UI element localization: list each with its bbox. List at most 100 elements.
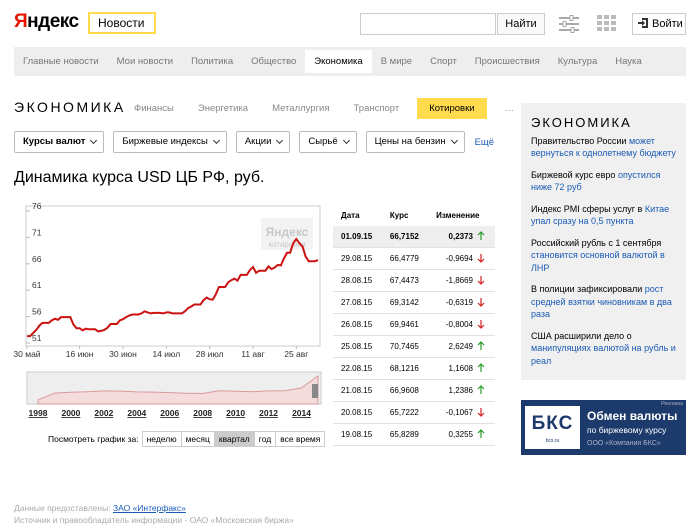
arrow (477, 253, 485, 263)
table-row: 26.08.15 69,9461 -0,8004 (333, 313, 495, 336)
nav-item[interactable]: Спорт (430, 56, 457, 67)
ad-company: ООО «Компания БКС» (587, 440, 661, 447)
table-row: 19.08.15 65,8289 0,3255 (333, 423, 495, 446)
section-tab[interactable]: Энергетика (197, 103, 249, 114)
trend-arrow (477, 230, 485, 240)
more-link[interactable]: Ещё (474, 136, 495, 148)
news-text: Индекс PMI сферы услуг в (531, 203, 643, 214)
table-cell: 29.08.15 (333, 247, 382, 270)
table-cell: -0,8004 (428, 313, 477, 336)
sidebar: ЭКОНОМИКА Правительство России может верн… (521, 103, 686, 380)
settings-icon[interactable] (558, 14, 580, 34)
table-row: 27.08.15 69,3142 -0,6319 (333, 291, 495, 314)
arrow (477, 275, 485, 285)
x-tick-label: 11 авг (241, 349, 265, 359)
section-tab[interactable]: Котировки (417, 98, 487, 119)
arrow (477, 407, 485, 417)
table-cell: 70,7465 (381, 335, 429, 358)
service-tab[interactable]: Новости (88, 12, 156, 34)
navigator-area (37, 375, 319, 405)
x-tick-label: 25 авг (284, 349, 308, 359)
table-cell: 19.08.15 (333, 423, 382, 446)
filter-dropdown[interactable]: Цены на бензин (365, 131, 465, 153)
news-link[interactable]: манипуляциях валютой на рубль и реал (531, 343, 676, 366)
footer-link[interactable]: ЗАО «Интерфакс» (112, 503, 186, 513)
table-cell: -1,8669 (428, 269, 477, 292)
navigator-label: 2002 (94, 408, 113, 418)
table-cell: 0,2373 (428, 226, 477, 248)
trend-arrow (477, 319, 485, 329)
ad-banner[interactable]: БКС bcs.ru Реклама Обмен валюты по бирже… (521, 400, 686, 455)
ad-title: Обмен валюты (587, 409, 678, 423)
login-label: Войти (652, 18, 683, 30)
nav-item[interactable]: Культура (557, 56, 598, 67)
news-item: Правительство России может вернуться к о… (531, 135, 678, 160)
trend-cell (477, 379, 495, 402)
section-tab[interactable]: … (504, 103, 515, 114)
nav-item[interactable]: Экономика (305, 50, 372, 73)
table-cell: 1,1608 (428, 357, 477, 380)
trend-arrow (477, 428, 485, 438)
section-tab[interactable]: Транспорт (353, 103, 400, 114)
news-link[interactable]: рост средней взятки чиновникам в два раз… (531, 284, 672, 319)
section-tab[interactable]: Финансы (134, 103, 174, 114)
news-link[interactable]: может вернуться к однолетнему бюджету (531, 135, 676, 159)
arrow (477, 230, 485, 240)
news-link[interactable]: Китае упал сразу на 0,5 пункта (531, 203, 670, 227)
period-option[interactable]: неделю (141, 431, 182, 447)
nav-item[interactable]: Происшествия (474, 56, 540, 67)
services-icon[interactable] (597, 15, 617, 32)
trend-cell (477, 269, 495, 292)
news-item: Индекс PMI сферы услуг в Китае упал сраз… (531, 203, 678, 228)
table-cell: 66,4779 (381, 247, 429, 270)
trend-arrow (477, 297, 485, 307)
y-tick-label: 56 (32, 307, 42, 317)
news-link[interactable]: становится основной валютой в ЛНР (531, 250, 665, 273)
period-option[interactable]: квартал (213, 431, 255, 447)
watermark-caption: котировки (268, 240, 305, 249)
nav-item[interactable]: Политика (191, 56, 234, 67)
navigator-handle (312, 384, 318, 398)
trend-arrow (477, 362, 485, 372)
trend-arrow (477, 253, 485, 263)
nav-item[interactable]: Общество (251, 56, 297, 67)
table-cell: 68,1216 (381, 357, 429, 380)
table-cell: 2,6249 (428, 335, 477, 358)
table-cell: 65,8289 (381, 423, 429, 446)
nav-item[interactable]: В мире (380, 56, 413, 67)
x-tick-label: 16 июн (66, 349, 94, 359)
table-cell: 0,3255 (428, 423, 477, 446)
filter-dropdown[interactable]: Сырьё (299, 131, 357, 153)
news-item: В полиции зафиксировали рост средней взя… (531, 283, 678, 321)
section-tab[interactable]: Металлургия (272, 103, 330, 114)
search-button[interactable]: Найти (497, 13, 545, 35)
filter-dropdown[interactable]: Биржевые индексы (113, 131, 227, 153)
filter-dropdown[interactable]: Курсы валют (14, 131, 105, 153)
period-option[interactable]: год (253, 431, 277, 447)
x-tick-label: 28 июл (196, 349, 224, 359)
nav-item[interactable]: Наука (615, 56, 642, 67)
filter-dropdown[interactable]: Акции (235, 131, 291, 153)
rates-table: Дата Курс Изменение 01.09.15 66,7152 0,2373 29… (333, 204, 495, 446)
table-cell: 26.08.15 (333, 313, 382, 336)
table-cell: -0,6319 (428, 291, 477, 314)
nav-item[interactable]: Мои новости (116, 56, 174, 67)
table-cell: 1,2386 (428, 379, 477, 402)
arrow (477, 384, 485, 394)
logo[interactable]: Яндекс (14, 11, 79, 32)
trend-cell (477, 357, 495, 380)
table-cell: 67,4473 (381, 269, 429, 292)
table-cell: 21.08.15 (333, 379, 382, 402)
table-row: 28.08.15 67,4473 -1,8669 (333, 269, 495, 292)
x-tick-label: 30 май (13, 349, 40, 359)
trend-cell (477, 226, 495, 248)
nav-item[interactable]: Главные новости (23, 56, 99, 67)
ad-tag: Реклама (660, 401, 683, 407)
table-row: 21.08.15 66,9608 1,2386 (333, 379, 495, 402)
news-item: Российский рубль с 1 сентября становится… (531, 237, 678, 275)
news-link[interactable]: опустился ниже 72 руб (531, 169, 661, 193)
search-input[interactable] (360, 13, 496, 35)
period-option[interactable]: все время (275, 431, 326, 447)
period-option[interactable]: месяц (180, 431, 215, 447)
